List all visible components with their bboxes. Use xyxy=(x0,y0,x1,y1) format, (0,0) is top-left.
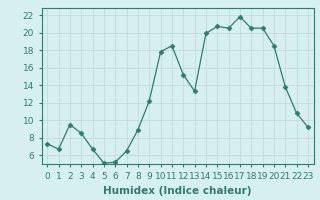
X-axis label: Humidex (Indice chaleur): Humidex (Indice chaleur) xyxy=(103,186,252,196)
